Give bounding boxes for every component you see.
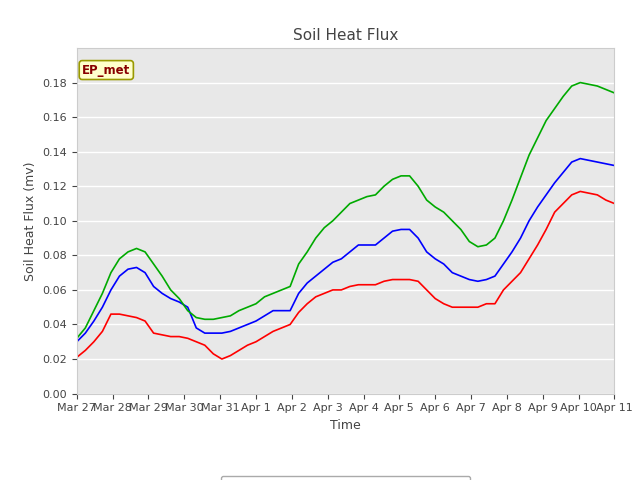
SHF1	[577, 189, 584, 194]
Line: SHF1: SHF1	[77, 192, 614, 359]
SHF2	[577, 156, 584, 161]
SHF1	[303, 301, 311, 307]
SHF3	[577, 80, 584, 85]
SHF1	[73, 354, 81, 360]
SHF1	[431, 296, 439, 301]
SHF1	[380, 278, 388, 284]
SHF1	[218, 356, 226, 362]
SHF1	[611, 201, 618, 206]
Line: SHF2: SHF2	[77, 158, 614, 342]
SHF2	[414, 235, 422, 241]
SHF2	[611, 163, 618, 168]
Title: Soil Heat Flux: Soil Heat Flux	[293, 28, 398, 43]
SHF1	[423, 287, 431, 293]
Y-axis label: Soil Heat Flux (mv): Soil Heat Flux (mv)	[24, 161, 36, 280]
SHF3	[372, 192, 380, 198]
X-axis label: Time: Time	[330, 419, 361, 432]
Legend: SHF1, SHF2, SHF3: SHF1, SHF2, SHF3	[221, 476, 470, 480]
SHF3	[295, 261, 303, 267]
SHF2	[73, 339, 81, 345]
SHF3	[73, 336, 81, 341]
SHF1	[346, 284, 354, 289]
SHF3	[337, 209, 345, 215]
SHF2	[295, 290, 303, 296]
SHF3	[611, 90, 618, 96]
SHF3	[414, 183, 422, 189]
SHF2	[372, 242, 380, 248]
SHF2	[337, 256, 345, 262]
SHF2	[423, 249, 431, 255]
SHF2	[141, 270, 149, 276]
SHF1	[141, 318, 149, 324]
SHF3	[141, 249, 149, 255]
Line: SHF3: SHF3	[77, 83, 614, 338]
SHF3	[423, 197, 431, 203]
Text: EP_met: EP_met	[82, 63, 131, 76]
